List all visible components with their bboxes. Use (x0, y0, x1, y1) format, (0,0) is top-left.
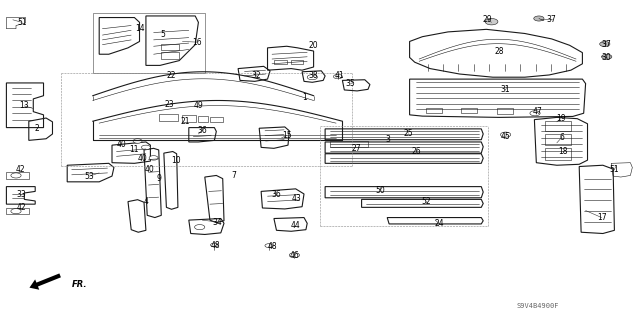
Text: 51: 51 (609, 165, 620, 174)
Bar (545, 134, 571, 145)
Text: 37: 37 (547, 15, 557, 24)
Text: 42: 42 (17, 204, 27, 212)
Text: 11: 11 (130, 145, 139, 154)
Text: 10: 10 (171, 156, 181, 165)
Text: 50: 50 (375, 186, 385, 195)
FancyArrowPatch shape (29, 273, 61, 290)
Text: 5: 5 (161, 30, 166, 39)
Text: 29: 29 (483, 15, 493, 24)
Text: 42: 42 (15, 165, 26, 174)
Bar (210, 117, 223, 122)
Text: 24: 24 (434, 219, 444, 228)
Text: 43: 43 (292, 194, 302, 203)
Text: 25: 25 (403, 129, 413, 138)
Text: 48: 48 (268, 242, 278, 251)
Text: 23: 23 (164, 100, 174, 109)
Text: 19: 19 (556, 114, 566, 123)
Text: 48: 48 (210, 241, 220, 250)
Text: 35: 35 (346, 79, 356, 88)
Text: 16: 16 (192, 38, 202, 47)
Text: 51: 51 (17, 18, 27, 27)
Bar (161, 52, 179, 59)
Circle shape (133, 139, 142, 143)
Text: 36: 36 (197, 126, 207, 135)
Text: 41: 41 (334, 71, 344, 80)
Text: 26: 26 (411, 147, 421, 156)
Text: 33: 33 (17, 190, 27, 199)
Text: 34: 34 (212, 218, 223, 226)
Circle shape (485, 19, 498, 25)
Text: 40: 40 (137, 154, 147, 163)
Bar (426, 108, 442, 113)
Text: 46: 46 (289, 251, 300, 260)
Bar (291, 60, 303, 64)
Bar (545, 148, 571, 160)
Text: 44: 44 (291, 221, 301, 230)
Bar (93, 13, 205, 73)
Text: 32: 32 (251, 71, 261, 80)
Bar (182, 115, 196, 122)
Text: 7: 7 (231, 171, 236, 180)
Text: 22: 22 (167, 71, 176, 80)
Text: 18: 18 (559, 147, 568, 156)
Circle shape (141, 145, 150, 150)
Text: 28: 28 (495, 47, 504, 56)
Text: 4: 4 (143, 197, 148, 206)
Text: 15: 15 (282, 131, 292, 140)
Text: 14: 14 (134, 24, 145, 33)
Text: 37: 37 (602, 40, 612, 48)
Bar (330, 141, 368, 147)
Text: S9V4B4900F: S9V4B4900F (516, 303, 559, 308)
Text: 13: 13 (19, 101, 29, 110)
Circle shape (600, 41, 610, 47)
Text: 38: 38 (308, 71, 319, 80)
Text: 27: 27 (351, 144, 361, 153)
Bar (461, 108, 477, 113)
Text: 52: 52 (421, 197, 431, 206)
Text: 31: 31 (500, 85, 511, 94)
Text: 20: 20 (308, 41, 319, 50)
Circle shape (602, 54, 612, 59)
Text: 21: 21 (181, 117, 190, 126)
Bar (198, 116, 208, 122)
Bar (497, 108, 513, 114)
Text: 9: 9 (156, 174, 161, 183)
Text: 49: 49 (193, 101, 204, 110)
Text: 17: 17 (596, 213, 607, 222)
Bar (274, 60, 287, 64)
Text: 40: 40 (116, 140, 127, 149)
Bar (159, 114, 178, 121)
Text: 40: 40 (145, 165, 155, 174)
Text: 45: 45 (500, 132, 511, 141)
Text: 53: 53 (84, 172, 95, 181)
Text: FR.: FR. (72, 280, 87, 289)
Bar (161, 44, 179, 50)
Text: 3: 3 (385, 135, 390, 144)
Text: 6: 6 (559, 133, 564, 142)
Text: 1: 1 (302, 93, 307, 102)
Circle shape (149, 156, 158, 160)
Text: 47: 47 (532, 107, 543, 116)
Text: 36: 36 (271, 190, 282, 199)
Circle shape (534, 16, 544, 21)
Text: 2: 2 (35, 124, 40, 133)
Bar (545, 121, 571, 131)
Text: 30: 30 (602, 53, 612, 62)
